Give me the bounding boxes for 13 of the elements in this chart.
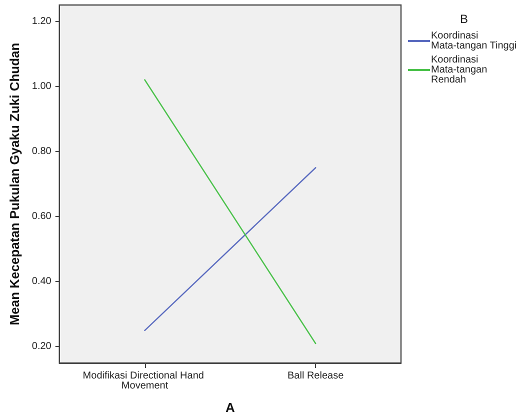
- y-tick-label: 1.20: [32, 16, 52, 27]
- y-tick-label: 0.80: [32, 146, 52, 157]
- legend-title: B: [460, 12, 468, 26]
- y-tick-label: 0.60: [32, 211, 52, 222]
- y-tick-label: 1.00: [32, 80, 52, 92]
- y-tick-label: 0.40: [32, 276, 52, 288]
- y-axis-title: Mean Kecepatan Pukulan Gyaku Zuki Chudan: [7, 42, 22, 326]
- legend-label: Koordinasi Mata-tangan Rendah: [431, 54, 490, 86]
- x-axis-title: A: [225, 400, 236, 415]
- legend-label: Koordinasi Mata-tangan Tinggi: [431, 30, 517, 52]
- y-tick-label: 0.20: [32, 341, 52, 352]
- x-tick-label: Ball Release: [288, 370, 344, 382]
- x-tick-label: Modifikasi Directional Hand Movement: [82, 370, 207, 392]
